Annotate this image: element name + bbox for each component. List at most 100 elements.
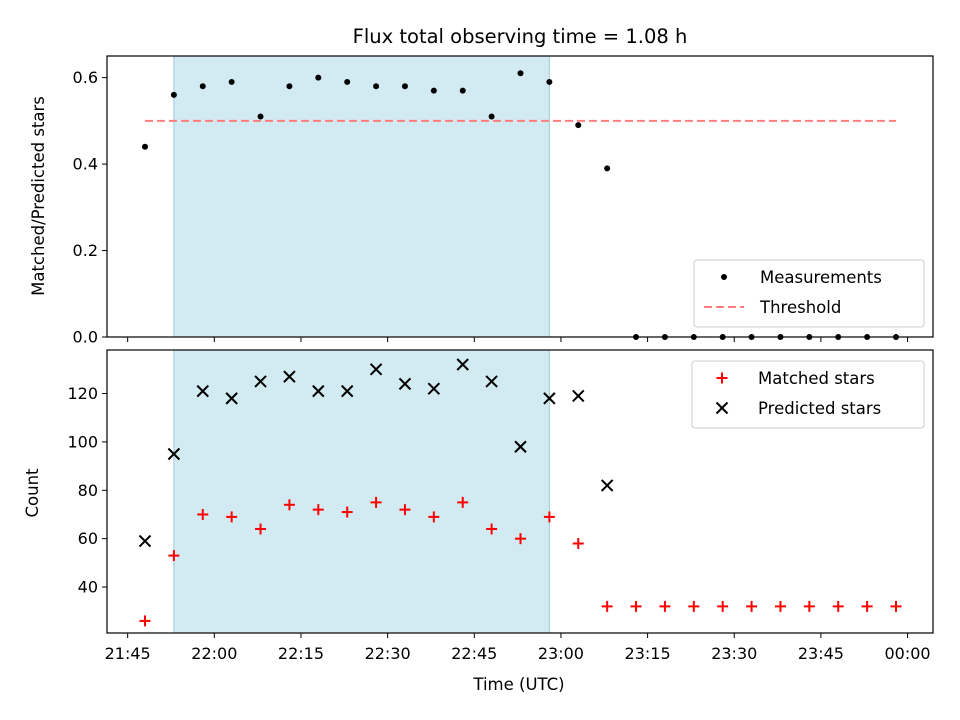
matched-star-point (255, 523, 267, 535)
predicted-star-stroke (456, 358, 469, 371)
matched-star-point (168, 550, 180, 562)
predicted-star-point (485, 375, 498, 388)
predicted-star-stroke (138, 534, 152, 548)
matched-star-point (890, 600, 902, 612)
bottom-y-tick-label: 40 (78, 578, 98, 597)
matched-star-point (139, 615, 151, 627)
predicted-star-stroke (340, 384, 354, 398)
predicted-star-stroke (312, 384, 325, 398)
chart-title: Flux total observing time = 1.08 h (353, 25, 688, 48)
bottom-panel: 40 60 80 100 120 21:45 22:00 22:15 22:30 22:45 23:… (67, 349, 934, 663)
predicted-star-point (572, 389, 585, 403)
matched-star-point (370, 496, 382, 508)
top-panel: 0.0 0.2 0.4 0.6 Measurements Threshold (73, 55, 934, 347)
measurement-point (228, 78, 235, 85)
predicted-star-point (600, 479, 614, 492)
predicted-star-stroke (543, 392, 556, 405)
predicted-star-stroke (225, 392, 238, 405)
predicted-star-point (167, 447, 181, 461)
matched-star-point (197, 508, 209, 520)
predicted-star-stroke (254, 375, 267, 388)
matched-star-point (226, 511, 238, 523)
legend-label: Predicted stars (758, 399, 881, 418)
predicted-star-stroke (369, 363, 383, 376)
measurement-point (488, 113, 495, 120)
top-observing-interval (173, 55, 550, 338)
measurement-point (459, 87, 466, 94)
predicted-star-point (427, 382, 441, 395)
top-y-tick-label: 0.6 (73, 68, 98, 87)
predicted-star-stroke (283, 370, 296, 383)
bottom-axes-frame (106, 349, 934, 634)
x-tick-label: 22:45 (451, 644, 497, 663)
measurement-point (373, 83, 380, 90)
matched-star-point (543, 511, 555, 523)
matched-star-point (861, 600, 873, 612)
predicted-star-point (456, 358, 469, 371)
matched-star-point (659, 600, 671, 612)
top-y-tick-label: 0.0 (73, 328, 98, 347)
matched-star-point (312, 504, 324, 516)
predicted-star-point (138, 534, 152, 548)
predicted-star-stroke (167, 447, 181, 461)
measurement-point (257, 113, 264, 120)
matched-star-point (572, 538, 584, 550)
legend-label: Threshold (759, 298, 841, 317)
measurement-point (575, 122, 582, 129)
x-tick-label: 22:15 (278, 644, 324, 663)
measurement-point (604, 165, 611, 172)
measurement-point (517, 70, 524, 77)
x-tick-label: 00:00 (884, 644, 930, 663)
matched-star-point (457, 496, 469, 508)
predicted-star-point (514, 440, 527, 453)
top-y-tick-label: 0.4 (73, 155, 98, 174)
predicted-star-point (254, 375, 267, 388)
predicted-star-point (398, 377, 412, 391)
bottom-observing-interval (173, 349, 550, 634)
measurement-point (142, 143, 148, 150)
predicted-star-point (283, 370, 296, 383)
matched-star-point (341, 506, 353, 518)
bottom-y-tick-label: 60 (78, 529, 98, 548)
predicted-star-stroke (600, 479, 614, 492)
measurement-point (430, 87, 437, 94)
predicted-star-stroke (572, 389, 585, 403)
x-tick-label: 23:15 (625, 644, 671, 663)
bottom-y-axis-label: Count (23, 468, 42, 518)
measurement-point (401, 83, 408, 90)
matched-star-point (399, 504, 411, 516)
matched-star-point (486, 523, 498, 535)
x-tick-label: 23:00 (538, 644, 584, 663)
bottom-y-tick-label: 80 (78, 481, 98, 500)
legend-measurement-swatch (721, 274, 727, 280)
matched-star-point (515, 533, 526, 545)
x-tick-label: 23:45 (798, 644, 844, 663)
matched-star-point (428, 511, 440, 523)
predicted-star-stroke (196, 384, 209, 398)
predicted-star-stroke (485, 375, 498, 388)
matched-star-point (688, 600, 700, 612)
measurement-point (344, 78, 351, 85)
predicted-star-point (225, 392, 238, 405)
matched-star-point (630, 600, 642, 612)
x-tick-label: 23:30 (711, 644, 757, 663)
bottom-y-tick-label: 100 (67, 432, 98, 451)
top-y-axis-label: Matched/Predicted stars (29, 96, 48, 296)
bottom-legend (691, 360, 925, 429)
matched-star-point (803, 600, 815, 612)
measurement-point (199, 83, 206, 90)
measurement-point (170, 91, 177, 98)
legend-label: Measurements (760, 268, 882, 287)
legend-label: Matched stars (758, 369, 875, 388)
matched-star-point (774, 600, 786, 612)
bottom-y-tick-label: 120 (67, 384, 98, 403)
matched-star-point (832, 600, 844, 612)
matched-star-point (746, 600, 758, 612)
top-y-tick-label: 0.2 (73, 241, 98, 260)
matched-star-point (283, 499, 295, 511)
top-axes-frame (106, 55, 934, 338)
predicted-star-stroke (514, 440, 527, 453)
predicted-star-stroke (398, 377, 412, 391)
x-tick-label: 22:30 (365, 644, 411, 663)
